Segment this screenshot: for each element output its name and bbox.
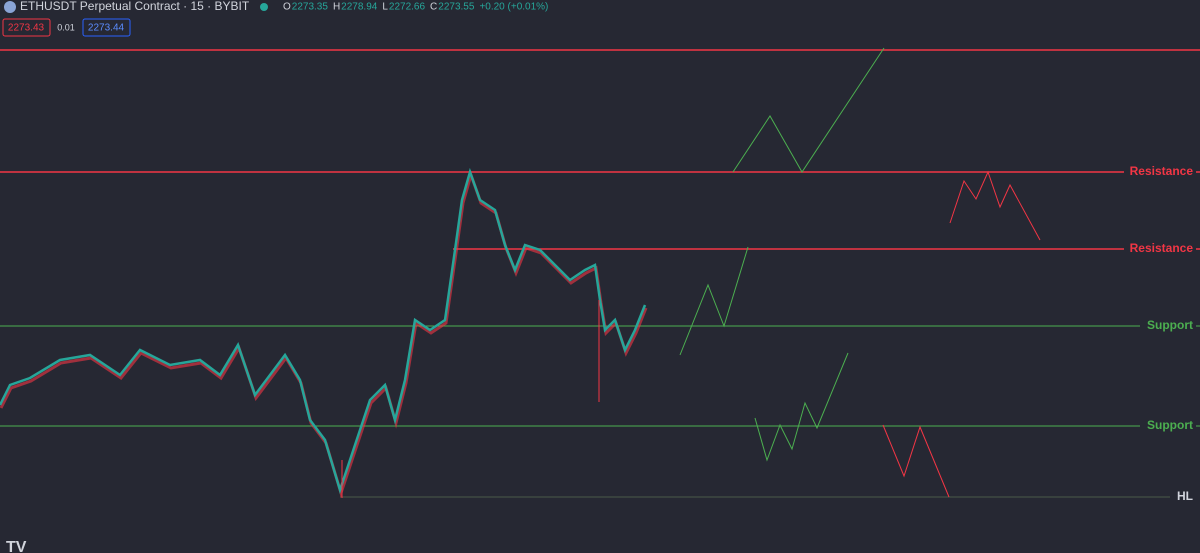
- price-path: [0, 167, 647, 495]
- status-dot: [260, 3, 268, 11]
- level-label: Resistance: [1130, 164, 1194, 178]
- spread: 0.01: [57, 22, 75, 32]
- symbol-icon: [4, 1, 16, 13]
- projection: [754, 352, 849, 462]
- buy-price[interactable]: 2273.44: [88, 23, 125, 34]
- ohlc-value: 2273.55: [438, 2, 475, 13]
- level-label: Resistance: [1130, 241, 1194, 255]
- ohlc-change: +0.20 (+0.01%): [479, 2, 548, 13]
- ohlc-key: L: [382, 2, 388, 13]
- ohlc-value: 2278.94: [341, 2, 378, 13]
- sell-price[interactable]: 2273.43: [8, 23, 45, 34]
- logo: TV: [6, 539, 27, 553]
- projection: [732, 47, 885, 173]
- level-label: Support: [1147, 318, 1193, 332]
- projection: [882, 424, 950, 498]
- projection: [679, 246, 749, 356]
- ohlc-value: 2273.35: [292, 2, 329, 13]
- ohlc-key: O: [283, 2, 291, 13]
- projection: [949, 170, 1041, 241]
- ohlc: O 2273.35 H 2278.94 L 2272.66 C 2273.55 +0.20 (+…: [283, 2, 548, 13]
- symbol-title[interactable]: ETHUSDT Perpetual Contract · 15 · BYBIT: [20, 0, 250, 13]
- ohlc-value: 2272.66: [389, 2, 426, 13]
- level-label: Support: [1147, 418, 1193, 432]
- buy-button[interactable]: [82, 18, 131, 37]
- level-label: HL: [1177, 489, 1193, 503]
- price-path-shadow: [0, 170, 648, 498]
- ohlc-key: H: [333, 2, 340, 13]
- ohlc-key: C: [430, 2, 437, 13]
- sell-button[interactable]: [2, 18, 51, 37]
